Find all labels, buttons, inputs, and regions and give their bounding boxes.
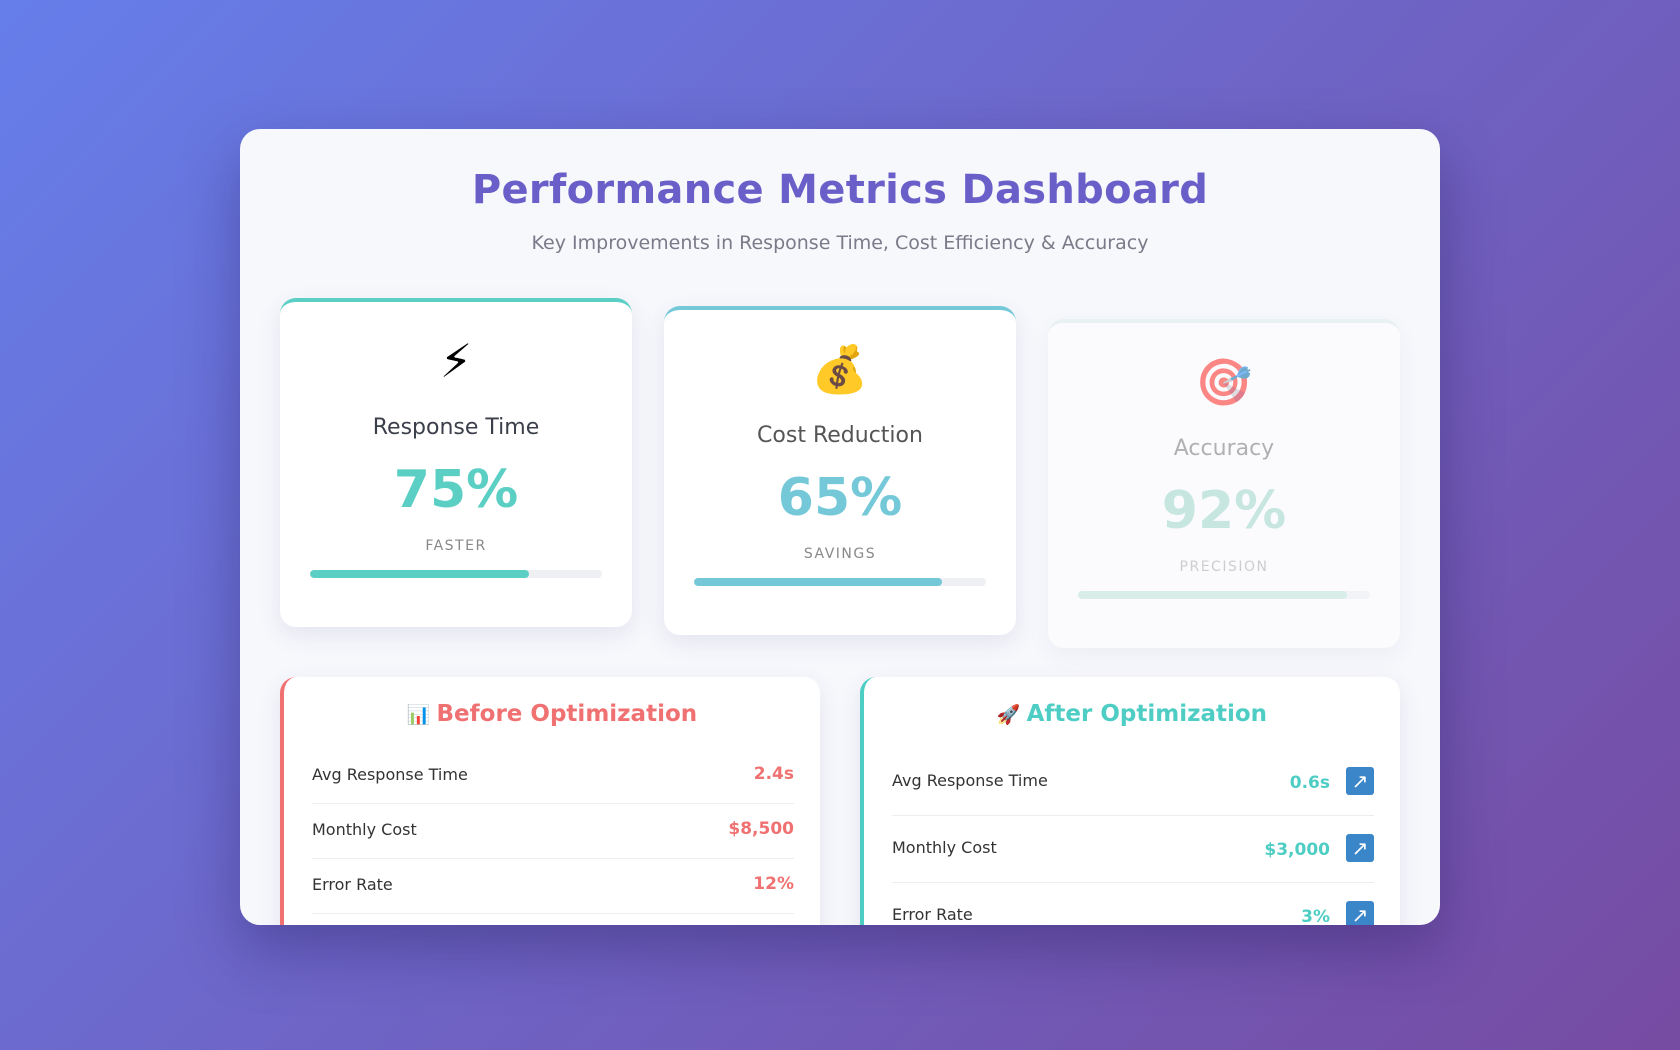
metric-value: 92% xyxy=(1161,481,1287,541)
row-value: 2.4s xyxy=(753,764,794,784)
metric-sublabel: SAVINGS xyxy=(803,546,877,562)
row-label: Monthly Cost xyxy=(312,820,417,839)
rocket-icon: 🚀 xyxy=(996,704,1021,726)
row-label: Avg Response Time xyxy=(312,765,468,784)
before-optimization-card: 📊 Before Optimization Avg Response Time 2… xyxy=(280,677,820,925)
target-icon: 🎯 xyxy=(1195,355,1253,409)
page-subtitle: Key Improvements in Response Time, Cost … xyxy=(531,232,1149,254)
row-label: Error Rate xyxy=(312,875,393,894)
row-value: $8,500 xyxy=(728,819,794,839)
arrow-up-right-icon[interactable]: ↗ xyxy=(1346,834,1374,862)
row-value: $3,000 xyxy=(1264,840,1330,860)
dashboard-panel: Performance Metrics Dashboard Key Improv… xyxy=(240,129,1440,925)
metric-value: 65% xyxy=(777,468,903,528)
after-title: 🚀 After Optimization xyxy=(996,701,1268,727)
metric-value: 75% xyxy=(393,460,519,520)
row-value: 0.6s xyxy=(1289,773,1330,793)
metric-card-response-time[interactable]: ⚡ Response Time 75% FASTER xyxy=(280,298,632,627)
metric-sublabel: PRECISION xyxy=(1179,559,1269,575)
row-label: Avg Response Time xyxy=(892,771,1048,790)
table-row: Monthly Cost $8,500 xyxy=(312,804,794,859)
metric-card-cost-reduction[interactable]: 💰 Cost Reduction 65% SAVINGS xyxy=(664,306,1016,635)
metric-label: Cost Reduction xyxy=(757,423,923,448)
table-row: Avg Response Time 0.6s ↗ xyxy=(892,749,1374,816)
arrow-up-right-icon[interactable]: ↗ xyxy=(1346,767,1374,795)
progress-bar xyxy=(694,578,986,586)
bar-chart-icon: 📊 xyxy=(406,704,431,726)
progress-fill xyxy=(694,578,943,586)
progress-bar xyxy=(1078,591,1370,599)
row-label: Error Rate xyxy=(892,905,973,924)
page-title: Performance Metrics Dashboard xyxy=(471,167,1209,213)
before-title: 📊 Before Optimization xyxy=(406,701,698,727)
row-value: 12% xyxy=(753,874,794,894)
metric-label: Response Time xyxy=(372,415,540,440)
row-label: Monthly Cost xyxy=(892,838,997,857)
table-row: Error Rate 12% xyxy=(312,859,794,914)
progress-fill xyxy=(310,570,529,578)
table-row: Avg Response Time 2.4s xyxy=(312,749,794,804)
progress-fill xyxy=(1078,591,1347,599)
metric-sublabel: FASTER xyxy=(425,538,487,554)
progress-bar xyxy=(310,570,602,578)
metric-card-accuracy[interactable]: 🎯 Accuracy 92% PRECISION xyxy=(1048,319,1400,648)
money-bag-icon: 💰 xyxy=(811,342,869,396)
lightning-icon: ⚡ xyxy=(439,334,473,388)
arrow-up-right-icon[interactable]: ↗ xyxy=(1346,901,1374,925)
metric-label: Accuracy xyxy=(1173,436,1275,461)
row-value: 3% xyxy=(1301,907,1330,925)
table-row: Error Rate 3% ↗ xyxy=(892,883,1374,925)
after-optimization-card: 🚀 After Optimization Avg Response Time 0.… xyxy=(860,677,1400,925)
table-row: Monthly Cost $3,000 ↗ xyxy=(892,816,1374,883)
